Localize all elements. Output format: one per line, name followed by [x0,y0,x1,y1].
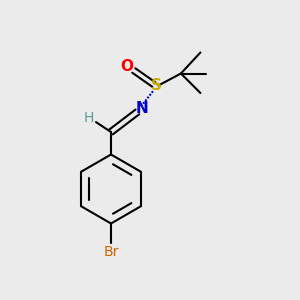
Text: N: N [136,100,148,116]
Text: O: O [120,58,134,74]
Text: S: S [151,78,162,93]
Text: H: H [83,112,94,125]
Text: Br: Br [103,245,119,260]
